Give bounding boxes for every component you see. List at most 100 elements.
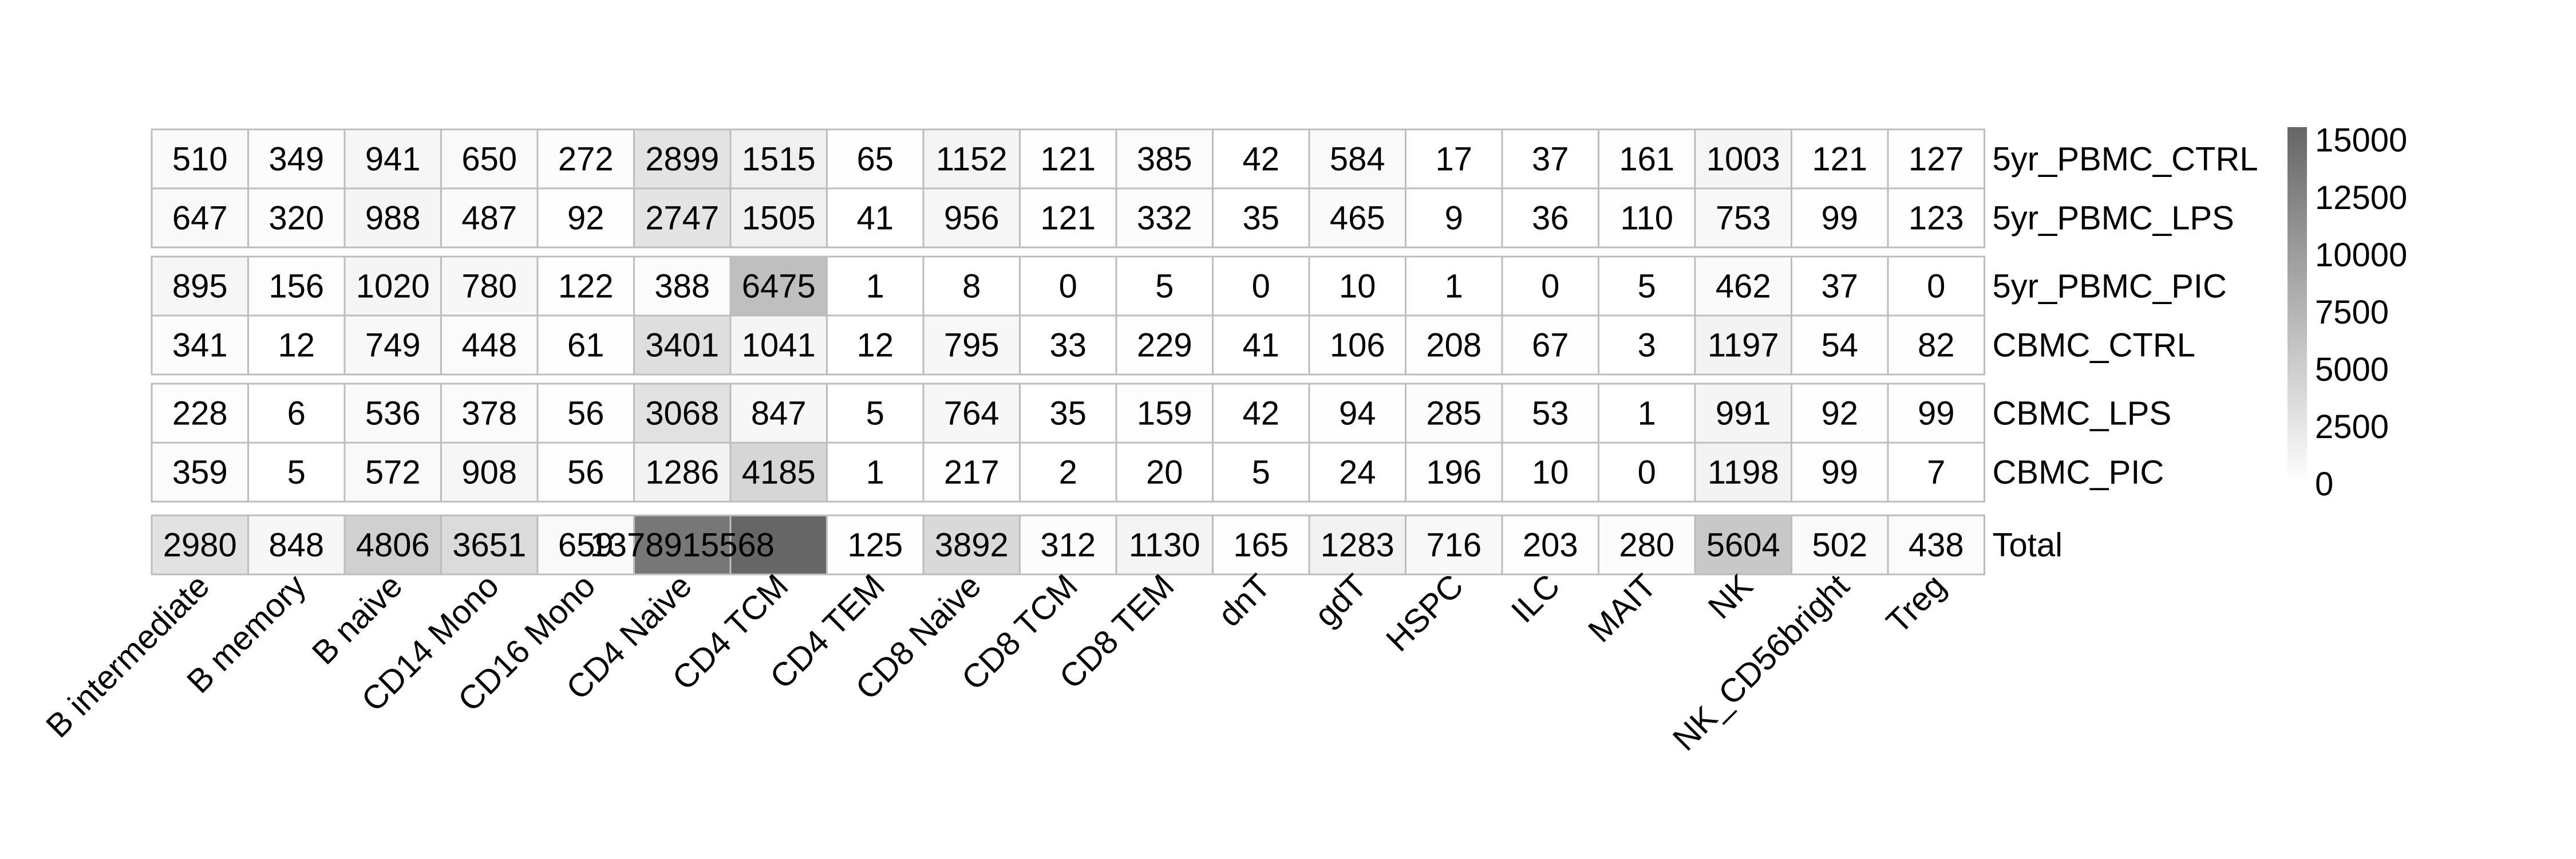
cell-value-label: 10 <box>1532 454 1569 491</box>
cell-value-label: 753 <box>1716 200 1771 237</box>
cell-value-label: 92 <box>1821 395 1858 432</box>
cell-value-label: 53 <box>1532 395 1569 432</box>
heatmap-cell <box>1212 128 1310 190</box>
cell-value-label: 121 <box>1040 141 1096 178</box>
heatmap-cell <box>1501 383 1599 444</box>
cell-value-label: 941 <box>365 141 421 178</box>
heatmap-cell <box>633 128 732 190</box>
cell-value-label: 572 <box>365 454 421 491</box>
cell-value-label: 2980 <box>163 527 237 564</box>
heatmap-cell <box>826 442 924 503</box>
cell-value-label: 4185 <box>742 454 816 491</box>
heatmap-cell <box>1791 514 1889 576</box>
cell-value-label: 991 <box>1716 395 1771 432</box>
cell-value-label: 2 <box>1059 454 1077 491</box>
heatmap-cell <box>1598 442 1696 503</box>
cell-value-label: 1378915568 <box>590 527 775 564</box>
cell-value-label: 448 <box>461 327 517 364</box>
heatmap-cell <box>440 442 539 503</box>
heatmap-cell <box>440 314 539 376</box>
heatmap-cell <box>1019 187 1117 249</box>
column-label: NK <box>1701 567 1760 626</box>
cell-value-label: 988 <box>365 200 421 237</box>
cell-value-label: 99 <box>1918 395 1955 432</box>
color-legend: 15000 12500 10000 7500 5000 2500 0 <box>2287 122 2407 503</box>
heatmap-cell <box>1308 314 1406 376</box>
heatmap-cell <box>1308 514 1406 576</box>
cell-value-label: 487 <box>461 200 517 237</box>
cell-value-label: 156 <box>268 268 324 305</box>
cell-value-label: 1 <box>1445 268 1463 305</box>
heatmap-cell <box>247 128 346 190</box>
cell-value-label: 82 <box>1918 327 1955 364</box>
heatmap-cell <box>343 314 442 376</box>
heatmap-cell <box>729 255 828 317</box>
cell-value-label: 3 <box>1638 327 1656 364</box>
cell-value-label: 122 <box>558 268 614 305</box>
heatmap-cell <box>729 383 828 444</box>
cell-value-label: 99 <box>1821 454 1858 491</box>
heatmap-cell <box>1887 514 1985 576</box>
cell-value-label: 465 <box>1330 200 1385 237</box>
heatmap-cell <box>729 442 828 503</box>
cell-value-label: 4806 <box>356 527 430 564</box>
row-label: 5yr_PBMC_PIC <box>1993 268 2227 305</box>
heatmap-cell <box>633 187 732 249</box>
heatmap-cell <box>1887 128 1985 190</box>
cell-value-label: 159 <box>1137 395 1192 432</box>
heatmap-cell <box>151 187 249 249</box>
heatmap-cell <box>1598 255 1696 317</box>
cell-value-label: 749 <box>365 327 421 364</box>
cell-value-label: 378 <box>461 395 517 432</box>
cell-value-label: 203 <box>1523 527 1578 564</box>
cell-value-label: 908 <box>461 454 517 491</box>
cell-value-label: 349 <box>268 141 324 178</box>
cell-value-label: 94 <box>1339 395 1376 432</box>
cell-value-label: 320 <box>268 200 324 237</box>
heatmap-cell <box>1694 514 1792 576</box>
heatmap-cell <box>633 514 732 576</box>
cell-value-label: 5604 <box>1706 527 1780 564</box>
cell-value-label: 1152 <box>936 141 1008 178</box>
heatmap-cell <box>1115 314 1214 376</box>
heatmap-cell <box>826 187 924 249</box>
heatmap-cell <box>343 442 442 503</box>
legend-tick-label: 15000 <box>2315 122 2407 159</box>
heatmap-cell <box>1405 128 1503 190</box>
heatmap-cell <box>922 514 1021 576</box>
cell-value-label: 56 <box>567 454 605 491</box>
heatmap-cell <box>440 187 539 249</box>
cell-value-label: 1130 <box>1129 527 1200 564</box>
cell-value-label: 2747 <box>645 200 719 237</box>
column-label: gdT <box>1307 567 1374 634</box>
cell-value-label: 956 <box>944 200 999 237</box>
heatmap-cell <box>536 442 635 503</box>
column-label: MAIT <box>1581 567 1664 649</box>
cell-value-label: 285 <box>1426 395 1481 432</box>
heatmap-cell <box>440 255 539 317</box>
cell-value-label: 280 <box>1619 527 1674 564</box>
cell-value-label: 659 <box>558 527 614 564</box>
heatmap-cell <box>1791 255 1889 317</box>
cell-value-label: 67 <box>1532 327 1569 364</box>
cell-value-label: 123 <box>1909 200 1964 237</box>
row-label: CBMC_LPS <box>1993 395 2172 432</box>
cell-value-label: 196 <box>1426 454 1481 491</box>
heatmap-cell <box>1598 187 1696 249</box>
cell-value-label: 848 <box>268 527 324 564</box>
heatmap-cell <box>247 383 346 444</box>
heatmap-cell <box>1115 255 1214 317</box>
cell-value-label: 847 <box>751 395 807 432</box>
cell-value-label: 1 <box>1638 395 1656 432</box>
cell-value-label: 106 <box>1330 327 1385 364</box>
cell-value-label: 121 <box>1040 200 1096 237</box>
cell-value-label: 359 <box>172 454 228 491</box>
cell-value-label: 92 <box>567 200 605 237</box>
column-label: B intermediate <box>39 567 216 744</box>
cell-value-label: 110 <box>1621 200 1673 237</box>
heatmap-cell <box>1019 255 1117 317</box>
heatmap-cell <box>1694 187 1792 249</box>
legend-tick-label: 10000 <box>2315 237 2407 274</box>
heatmap-cell <box>1791 314 1889 376</box>
